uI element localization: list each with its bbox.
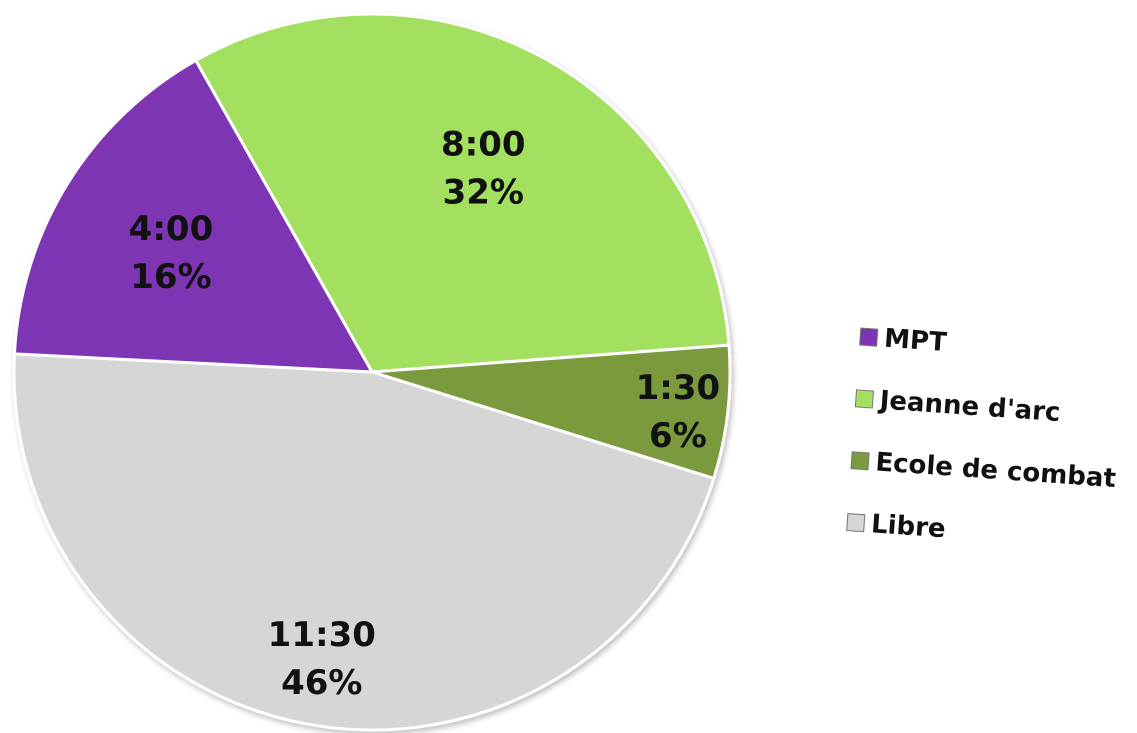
pie-slice-jeanne-d-arc — [193, 12, 731, 374]
legend-label-jeanne-d-arc: Jeanne d'arc — [877, 385, 1062, 428]
legend-label-ecole-de-combat: Ecole de combat — [874, 447, 1116, 494]
legend-label-mpt: MPT — [883, 324, 948, 358]
legend-label-libre: Libre — [870, 509, 946, 544]
pie-slice-ecole-de-combat — [371, 343, 732, 481]
legend-swatch-libre — [846, 513, 866, 533]
legend-swatch-jeanne-d-arc — [854, 389, 875, 409]
legend: MPT Jeanne d'arc Ecole de combat Libre — [846, 324, 1117, 544]
pie-slice-mpt — [12, 58, 375, 374]
slice-percent-label-mpt: 16% — [130, 257, 211, 297]
slice-duration-label-mpt: 4:00 — [129, 209, 214, 249]
pie-slices — [12, 12, 732, 732]
slice-percent-label-ecole-de-combat: 6% — [649, 416, 707, 456]
slice-percent-label-libre: 46% — [281, 663, 362, 703]
legend-swatch-mpt — [859, 327, 879, 347]
pie-slice-libre — [12, 352, 716, 732]
legend-swatch-ecole-de-combat — [850, 451, 870, 471]
slice-percent-label-jeanne-d-arc: 32% — [443, 173, 524, 213]
slice-labels: 8:00 32% 1:30 6% 11:30 46% 4:00 16% — [129, 125, 721, 703]
slice-duration-label-ecole-de-combat: 1:30 — [636, 368, 721, 408]
slice-duration-label-jeanne-d-arc: 8:00 — [441, 125, 526, 165]
slice-duration-label-libre: 11:30 — [268, 615, 376, 655]
